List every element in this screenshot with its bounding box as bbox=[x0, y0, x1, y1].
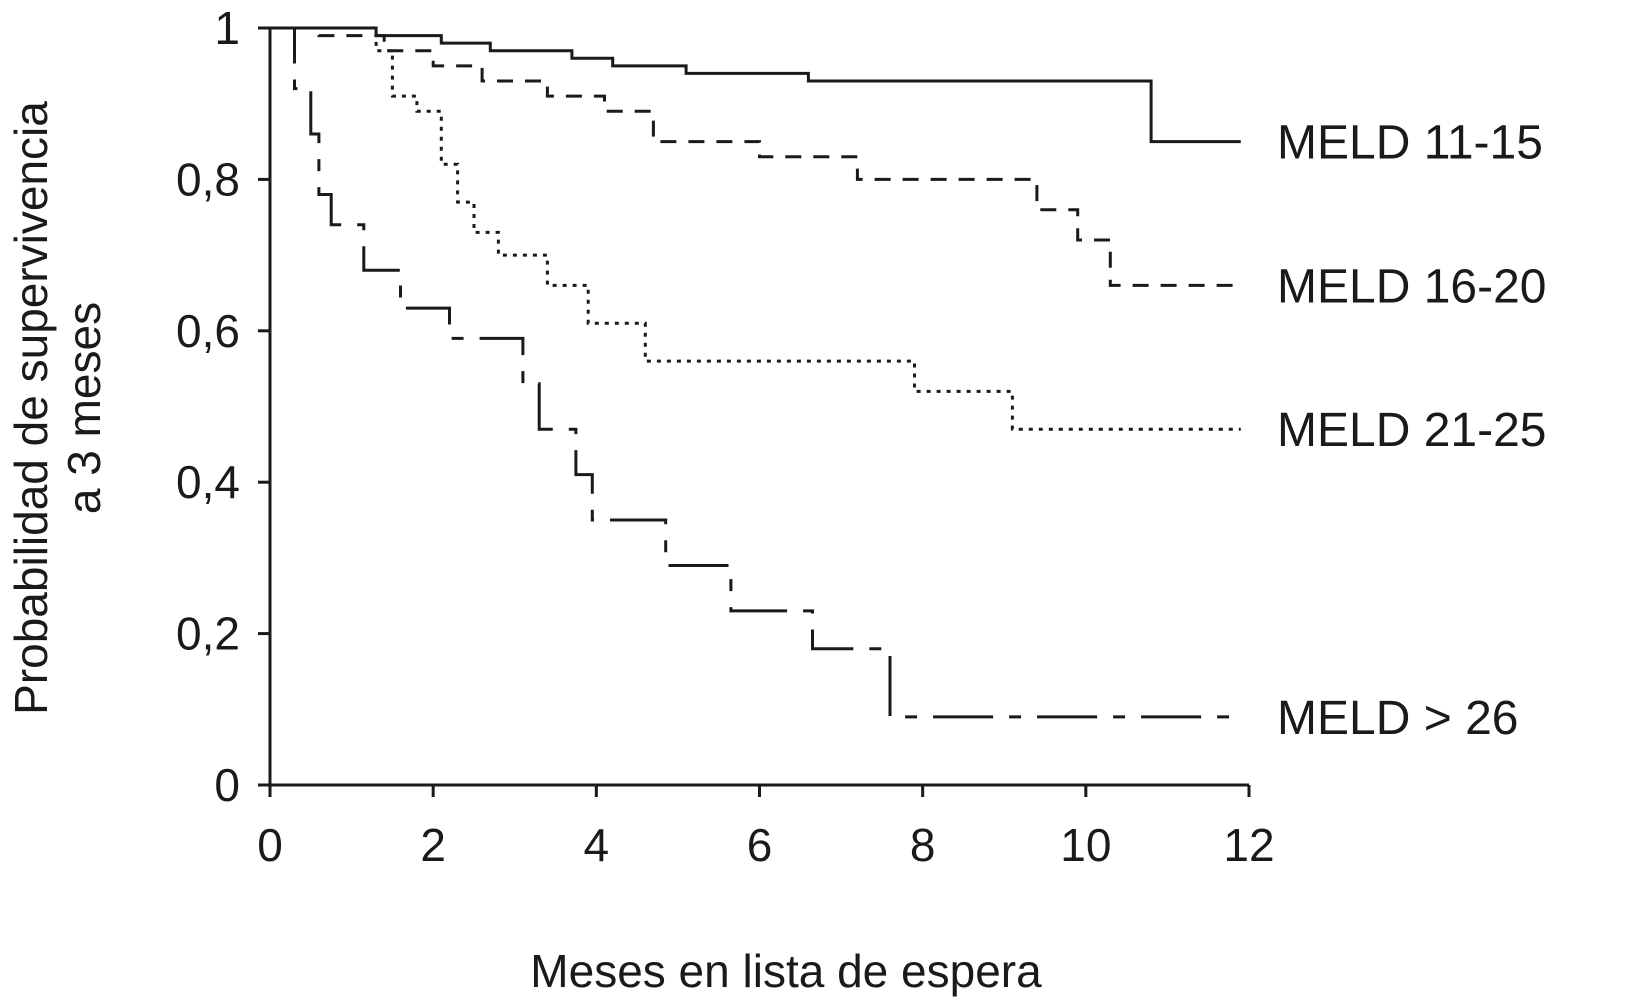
series-line-0 bbox=[270, 26, 1241, 144]
x-tick-label: 10 bbox=[1060, 819, 1111, 871]
x-tick-label: 2 bbox=[420, 819, 446, 871]
series-label-2: MELD 21-25 bbox=[1277, 404, 1546, 457]
x-tick-label: 4 bbox=[584, 819, 610, 871]
y-tick-label: 0,2 bbox=[176, 608, 240, 660]
series-label-3: MELD > 26 bbox=[1277, 692, 1518, 745]
y-tick-label: 0 bbox=[214, 759, 240, 811]
y-tick-label: 0,8 bbox=[176, 153, 240, 205]
y-axis-title-line-2: a 3 meses bbox=[58, 302, 110, 514]
series-line-1 bbox=[270, 26, 1241, 287]
series-label-0: MELD 11-15 bbox=[1277, 117, 1543, 170]
x-axis-title: Meses en lista de espera bbox=[530, 945, 1042, 997]
ticks-layer: 00,20,40,60,810 2 4 6 8 10 12 bbox=[176, 2, 1275, 871]
y-axis-title-line-1: Probabilidad de supervivencia bbox=[5, 101, 57, 715]
y-tick-label: 0,6 bbox=[176, 305, 240, 357]
curves-layer bbox=[270, 26, 1241, 719]
series-line-3 bbox=[270, 26, 1241, 719]
x-tick-label: 6 bbox=[747, 819, 773, 871]
x-tick-label: 8 bbox=[910, 819, 936, 871]
y-tick-label: 0,4 bbox=[176, 456, 240, 508]
series-label-1: MELD 16-20 bbox=[1277, 260, 1546, 313]
series-labels-layer: MELD 11-15 MELD 16-20 MELD 21-25 MELD > 26 bbox=[1277, 117, 1546, 745]
x-tick-label: 12 bbox=[1223, 819, 1274, 871]
series-line-2 bbox=[270, 26, 1241, 431]
x-tick-label: 0 bbox=[257, 819, 283, 871]
y-tick-label: 1 bbox=[214, 2, 240, 54]
